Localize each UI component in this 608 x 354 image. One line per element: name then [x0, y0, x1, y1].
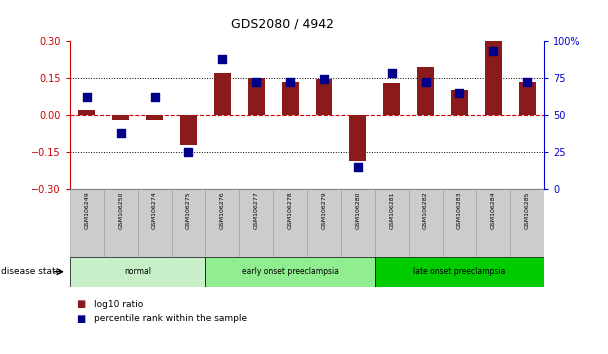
Point: [285, 80, 295, 85]
Bar: [70, 189, 104, 257]
Text: GDS2080 / 4942: GDS2080 / 4942: [231, 18, 334, 31]
Bar: [383, 83, 400, 115]
Text: GSM106277: GSM106277: [254, 192, 259, 229]
Point: [251, 80, 261, 85]
Bar: [171, 189, 206, 257]
Point: [387, 70, 396, 76]
Text: GSM106275: GSM106275: [186, 192, 191, 229]
Text: GSM106280: GSM106280: [355, 192, 361, 229]
Text: GSM106282: GSM106282: [423, 192, 428, 229]
Point: [421, 80, 430, 85]
Point: [116, 130, 126, 136]
Bar: [104, 189, 137, 257]
Bar: [510, 189, 544, 257]
Text: GSM106279: GSM106279: [322, 192, 326, 229]
Bar: [240, 189, 273, 257]
Bar: [451, 90, 468, 115]
Text: normal: normal: [124, 267, 151, 276]
Text: GSM106283: GSM106283: [457, 192, 462, 229]
Point: [522, 80, 532, 85]
Bar: [307, 189, 341, 257]
Bar: [137, 189, 171, 257]
Bar: [180, 115, 197, 145]
Bar: [417, 67, 434, 115]
Bar: [409, 189, 443, 257]
Bar: [316, 79, 333, 115]
Point: [353, 164, 363, 170]
Text: GSM106250: GSM106250: [118, 192, 123, 229]
Point: [488, 48, 498, 54]
Bar: [248, 78, 264, 115]
Bar: [485, 41, 502, 115]
Bar: [375, 189, 409, 257]
Bar: [477, 189, 510, 257]
Text: early onset preeclampsia: early onset preeclampsia: [241, 267, 339, 276]
Bar: [206, 257, 375, 287]
Text: GSM106276: GSM106276: [220, 192, 225, 229]
Point: [319, 76, 329, 82]
Bar: [214, 73, 231, 115]
Bar: [112, 115, 129, 120]
Text: GSM106285: GSM106285: [525, 192, 530, 229]
Point: [455, 90, 465, 96]
Text: ■: ■: [76, 314, 85, 324]
Point: [82, 95, 92, 100]
Bar: [78, 110, 95, 115]
Text: GSM106284: GSM106284: [491, 192, 496, 229]
Point: [150, 95, 159, 100]
Bar: [273, 189, 307, 257]
Bar: [519, 81, 536, 115]
Point: [184, 149, 193, 155]
Bar: [341, 189, 375, 257]
Text: ■: ■: [76, 299, 85, 309]
Text: late onset preeclampsia: late onset preeclampsia: [413, 267, 506, 276]
Text: GSM106281: GSM106281: [389, 192, 394, 229]
Bar: [443, 189, 477, 257]
Text: GSM106278: GSM106278: [288, 192, 292, 229]
Bar: [70, 257, 206, 287]
Bar: [206, 189, 240, 257]
Bar: [375, 257, 544, 287]
Bar: [350, 115, 366, 161]
Text: percentile rank within the sample: percentile rank within the sample: [94, 314, 247, 323]
Bar: [282, 81, 299, 115]
Bar: [146, 115, 163, 120]
Text: disease state: disease state: [1, 267, 61, 276]
Text: log10 ratio: log10 ratio: [94, 300, 143, 309]
Text: GSM106274: GSM106274: [152, 192, 157, 229]
Text: GSM106249: GSM106249: [85, 192, 89, 229]
Point: [218, 56, 227, 61]
